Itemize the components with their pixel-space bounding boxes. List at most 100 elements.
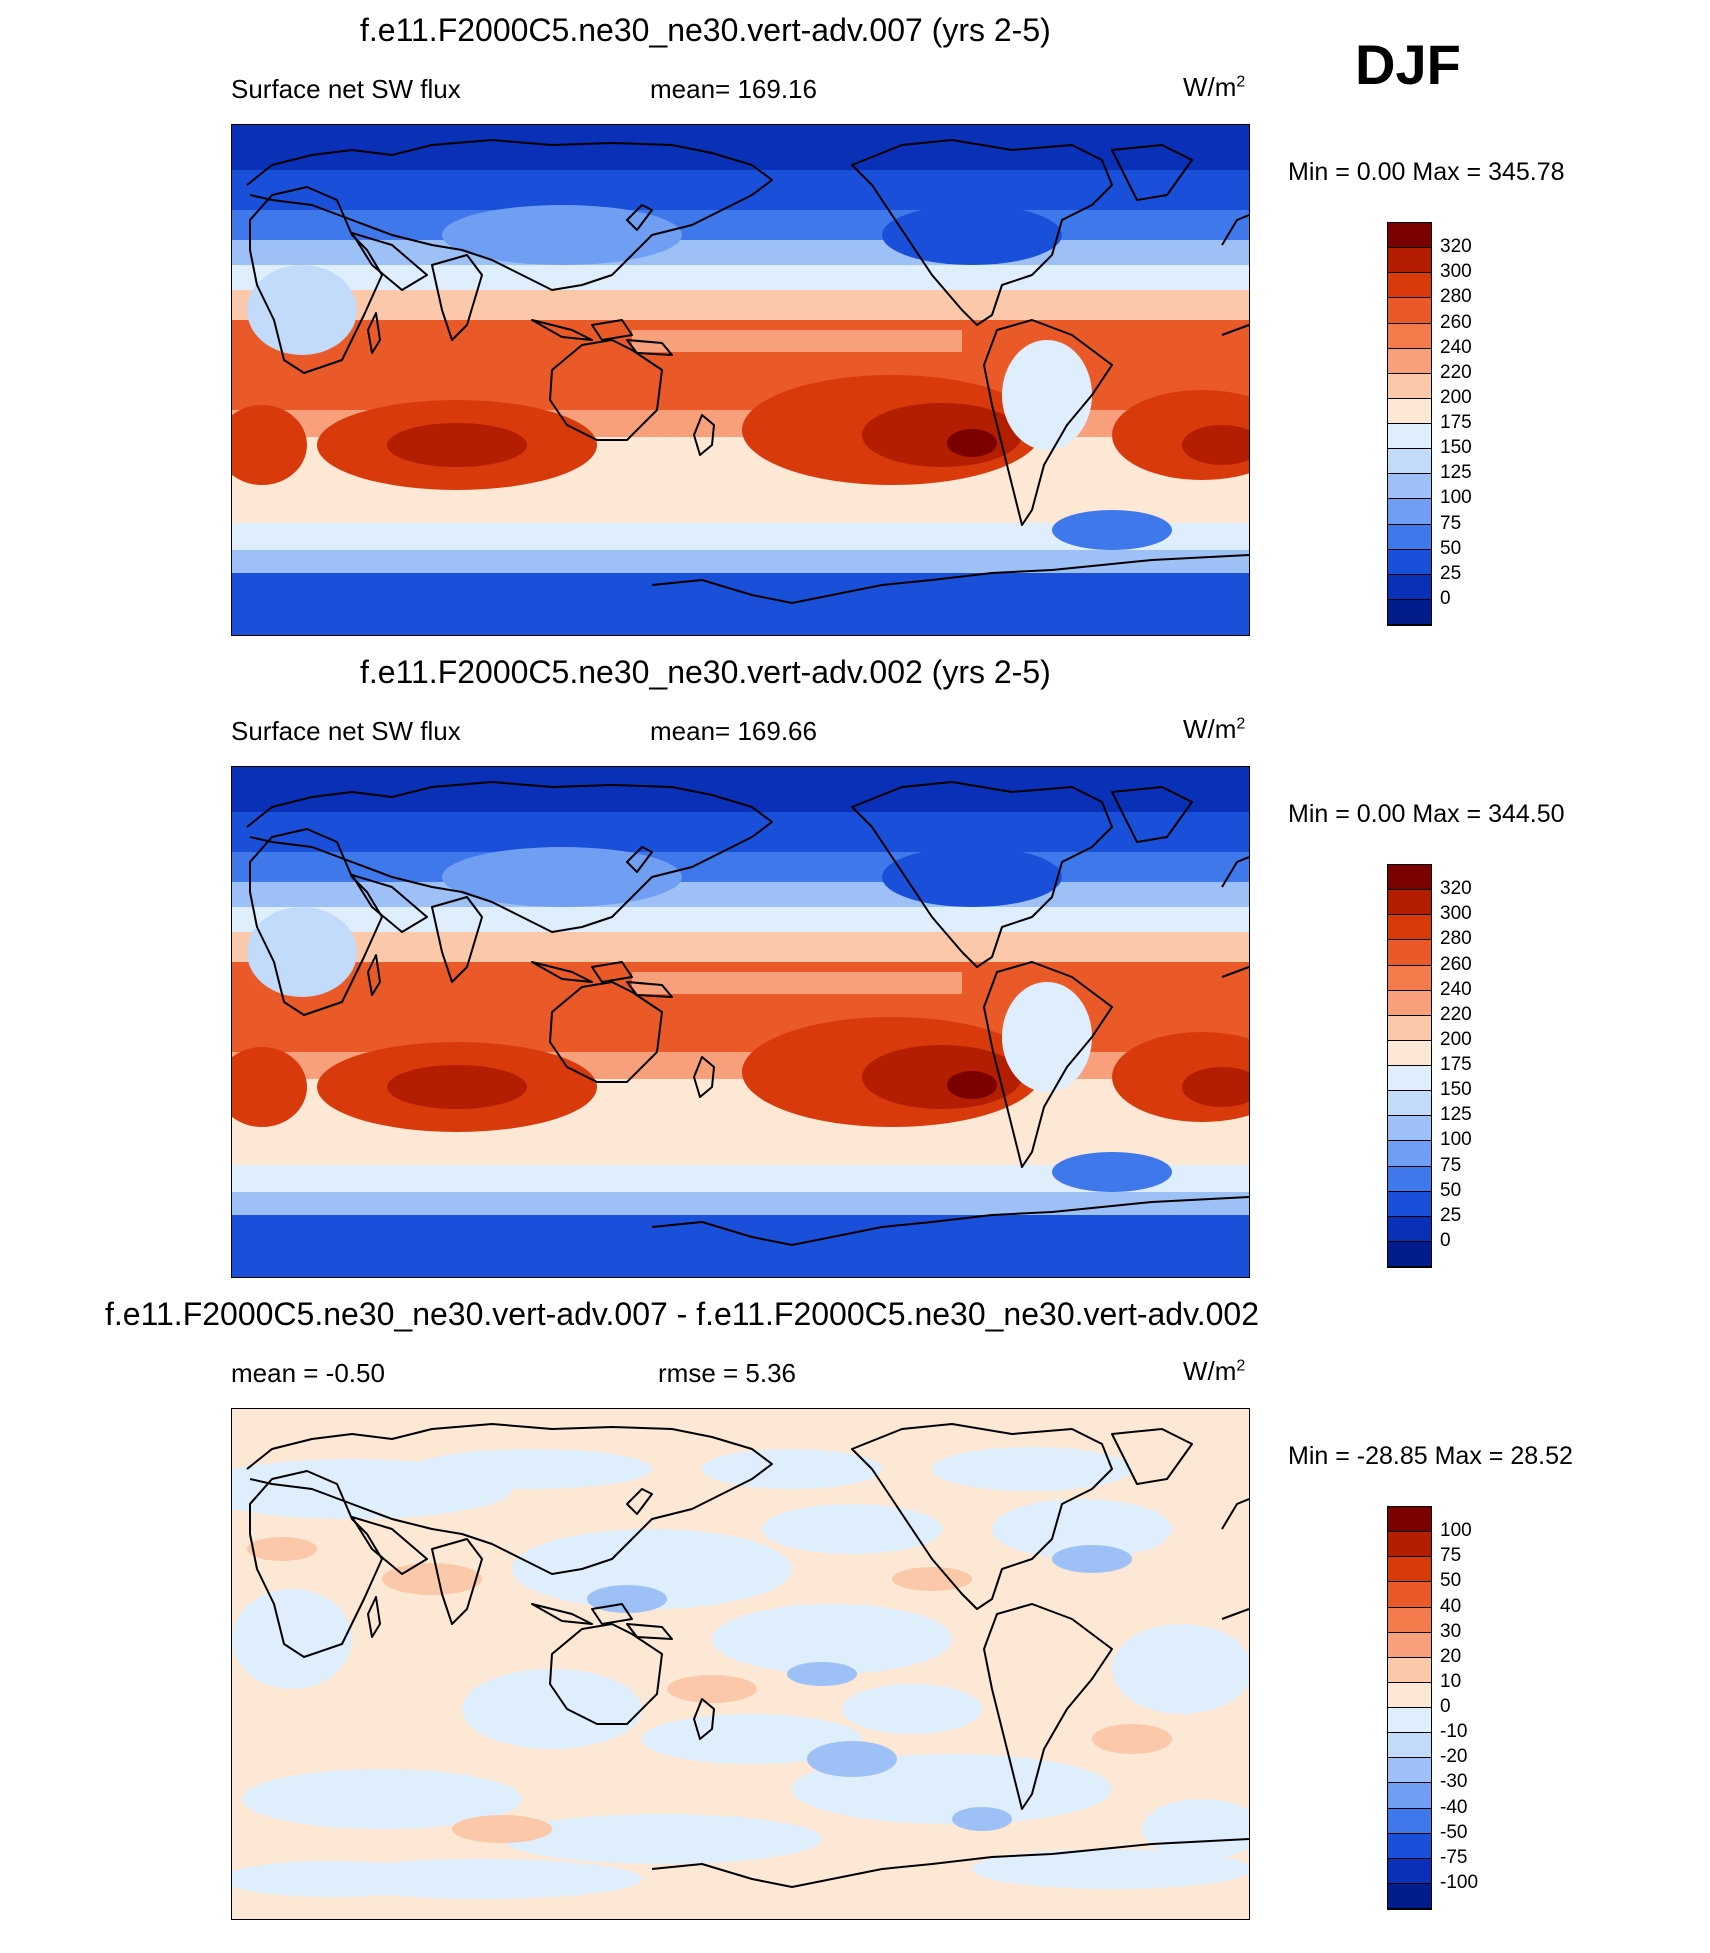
contour-max: [387, 1065, 527, 1109]
colorbar-tick-label: 260: [1440, 311, 1472, 333]
colorbar-cell: [1388, 865, 1431, 891]
colorbar-cell: [1388, 1216, 1431, 1242]
colorbar-tick-label: 125: [1440, 462, 1472, 484]
contour-region-land: [247, 907, 357, 997]
coastline: [983, 961, 1113, 1168]
colorbar-tick-label: 50: [1440, 1570, 1462, 1592]
colorbar-cell: [1388, 915, 1431, 941]
map-svg: [232, 1409, 1249, 1919]
coastline: [246, 139, 773, 291]
colorbar-tick-label: 10: [1440, 1670, 1462, 1692]
contour-max: [862, 1045, 1022, 1109]
contour-region-positive: [892, 1567, 972, 1591]
coastline: [431, 896, 483, 983]
coastline: [1221, 214, 1249, 246]
coastline: [693, 1056, 715, 1098]
contour-max: [232, 405, 307, 485]
contour-region-negative: [412, 1449, 652, 1489]
colorbar-tick-label: -20: [1440, 1746, 1468, 1768]
colorbar-tick-label: 100: [1440, 1520, 1472, 1542]
colorbar-cell: [1388, 1166, 1431, 1192]
panel-1-variable-label: Surface net SW flux: [231, 74, 461, 104]
panel-1-minmax: Min = 0.00 Max = 345.78: [1288, 158, 1565, 186]
colorbar-cell: [1388, 574, 1431, 600]
colorbar-tick-label: 200: [1440, 386, 1472, 408]
colorbar-tick-label: 25: [1440, 1204, 1462, 1226]
colorbar-tick-label: 150: [1440, 437, 1472, 459]
coastline: [626, 1623, 673, 1640]
panel-2-colorbar: [1387, 864, 1432, 1268]
colorbar-cell: [1388, 348, 1431, 374]
colorbar-tick-label: 0: [1440, 1696, 1451, 1717]
colorbar-cell: [1388, 1191, 1431, 1217]
contour-band-itcz: [632, 972, 962, 994]
contour-region-positive: [452, 1815, 552, 1843]
contour-max: [1182, 425, 1249, 465]
colorbar-cell: [1388, 1116, 1431, 1142]
colorbar-cell: [1388, 1682, 1431, 1708]
contour-region-positive: [382, 1563, 482, 1595]
coastline: [1111, 786, 1193, 843]
colorbar-cell: [1388, 1783, 1431, 1809]
contour-max: [947, 429, 997, 457]
panel-1-colorbar: [1387, 222, 1432, 626]
contour-region-land: [442, 847, 682, 907]
colorbar-cell: [1388, 1141, 1431, 1167]
contour-region-negative: [762, 1504, 942, 1554]
panel-2-minmax: Min = 0.00 Max = 344.50: [1288, 800, 1565, 828]
contour-max: [1182, 1067, 1249, 1107]
contour-band-itcz: [632, 330, 962, 352]
coastline: [651, 554, 1249, 604]
coastline: [983, 319, 1113, 526]
coastline: [651, 1196, 1249, 1246]
contour-band-south: [232, 550, 1249, 575]
panel-3-rmse-label: rmse = 5.36: [658, 1358, 797, 1388]
colorbar-tick-label: 25: [1440, 562, 1462, 584]
contour-region-positive: [247, 1537, 317, 1561]
coastline: [626, 1488, 653, 1515]
contour-band-north: [232, 170, 1249, 215]
colorbar-tick-label: 0: [1440, 587, 1451, 609]
colorbar-tick-label: -40: [1440, 1796, 1468, 1818]
colorbar-tick-label: 240: [1440, 978, 1472, 1000]
coastline: [351, 1516, 428, 1575]
panel-3-minmax: Min = -28.85 Max = 28.52: [1288, 1442, 1573, 1470]
contour-region-negative: [952, 1807, 1012, 1831]
colorbar-tick-label: -30: [1440, 1771, 1468, 1793]
colorbar-cell: [1388, 890, 1431, 916]
colorbar-tick-label: 260: [1440, 953, 1472, 975]
colorbar-cell: [1388, 599, 1431, 625]
colorbar-cell: [1388, 549, 1431, 575]
coastline: [651, 1838, 1249, 1888]
contour-region-positive: [1092, 1724, 1172, 1754]
contour-region-negative: [232, 1589, 352, 1689]
panel-2-units: W/m2: [1183, 714, 1246, 744]
coastline: [626, 339, 673, 356]
contour-region-negative: [807, 1741, 897, 1777]
colorbar-cell: [1388, 223, 1431, 249]
contour-region-negative: [712, 1604, 952, 1674]
coastline: [531, 1603, 593, 1625]
colorbar-cell: [1388, 499, 1431, 525]
contour-band-antarctic: [232, 573, 1249, 635]
panel-3-colorbar: [1387, 1506, 1432, 1910]
contour-region-negative: [992, 1499, 1172, 1559]
colorbar-tick-label: 40: [1440, 1595, 1462, 1617]
colorbar-tick-label: 75: [1440, 512, 1462, 534]
contour-band-antarctic: [232, 1215, 1249, 1277]
coastline: [1221, 966, 1249, 978]
panel-1-map: [231, 124, 1250, 636]
panel-2-mean-label: mean= 169.66: [650, 716, 817, 746]
coastline: [246, 1423, 773, 1575]
colorbar-cell: [1388, 1557, 1431, 1583]
coastline: [351, 874, 428, 933]
colorbar-cell: [1388, 965, 1431, 991]
contour-region-negative: [242, 1769, 522, 1829]
coastline: [1221, 1498, 1249, 1530]
panel-1-title: f.e11.F2000C5.ne30_ne30.vert-adv.007 (yr…: [360, 12, 1051, 48]
coastline: [549, 1623, 663, 1725]
coastline: [249, 1470, 383, 1658]
contour-region: [1052, 1152, 1172, 1192]
colorbar-tick-label: 0: [1440, 1229, 1451, 1251]
colorbar-tick-label: 50: [1440, 537, 1462, 559]
